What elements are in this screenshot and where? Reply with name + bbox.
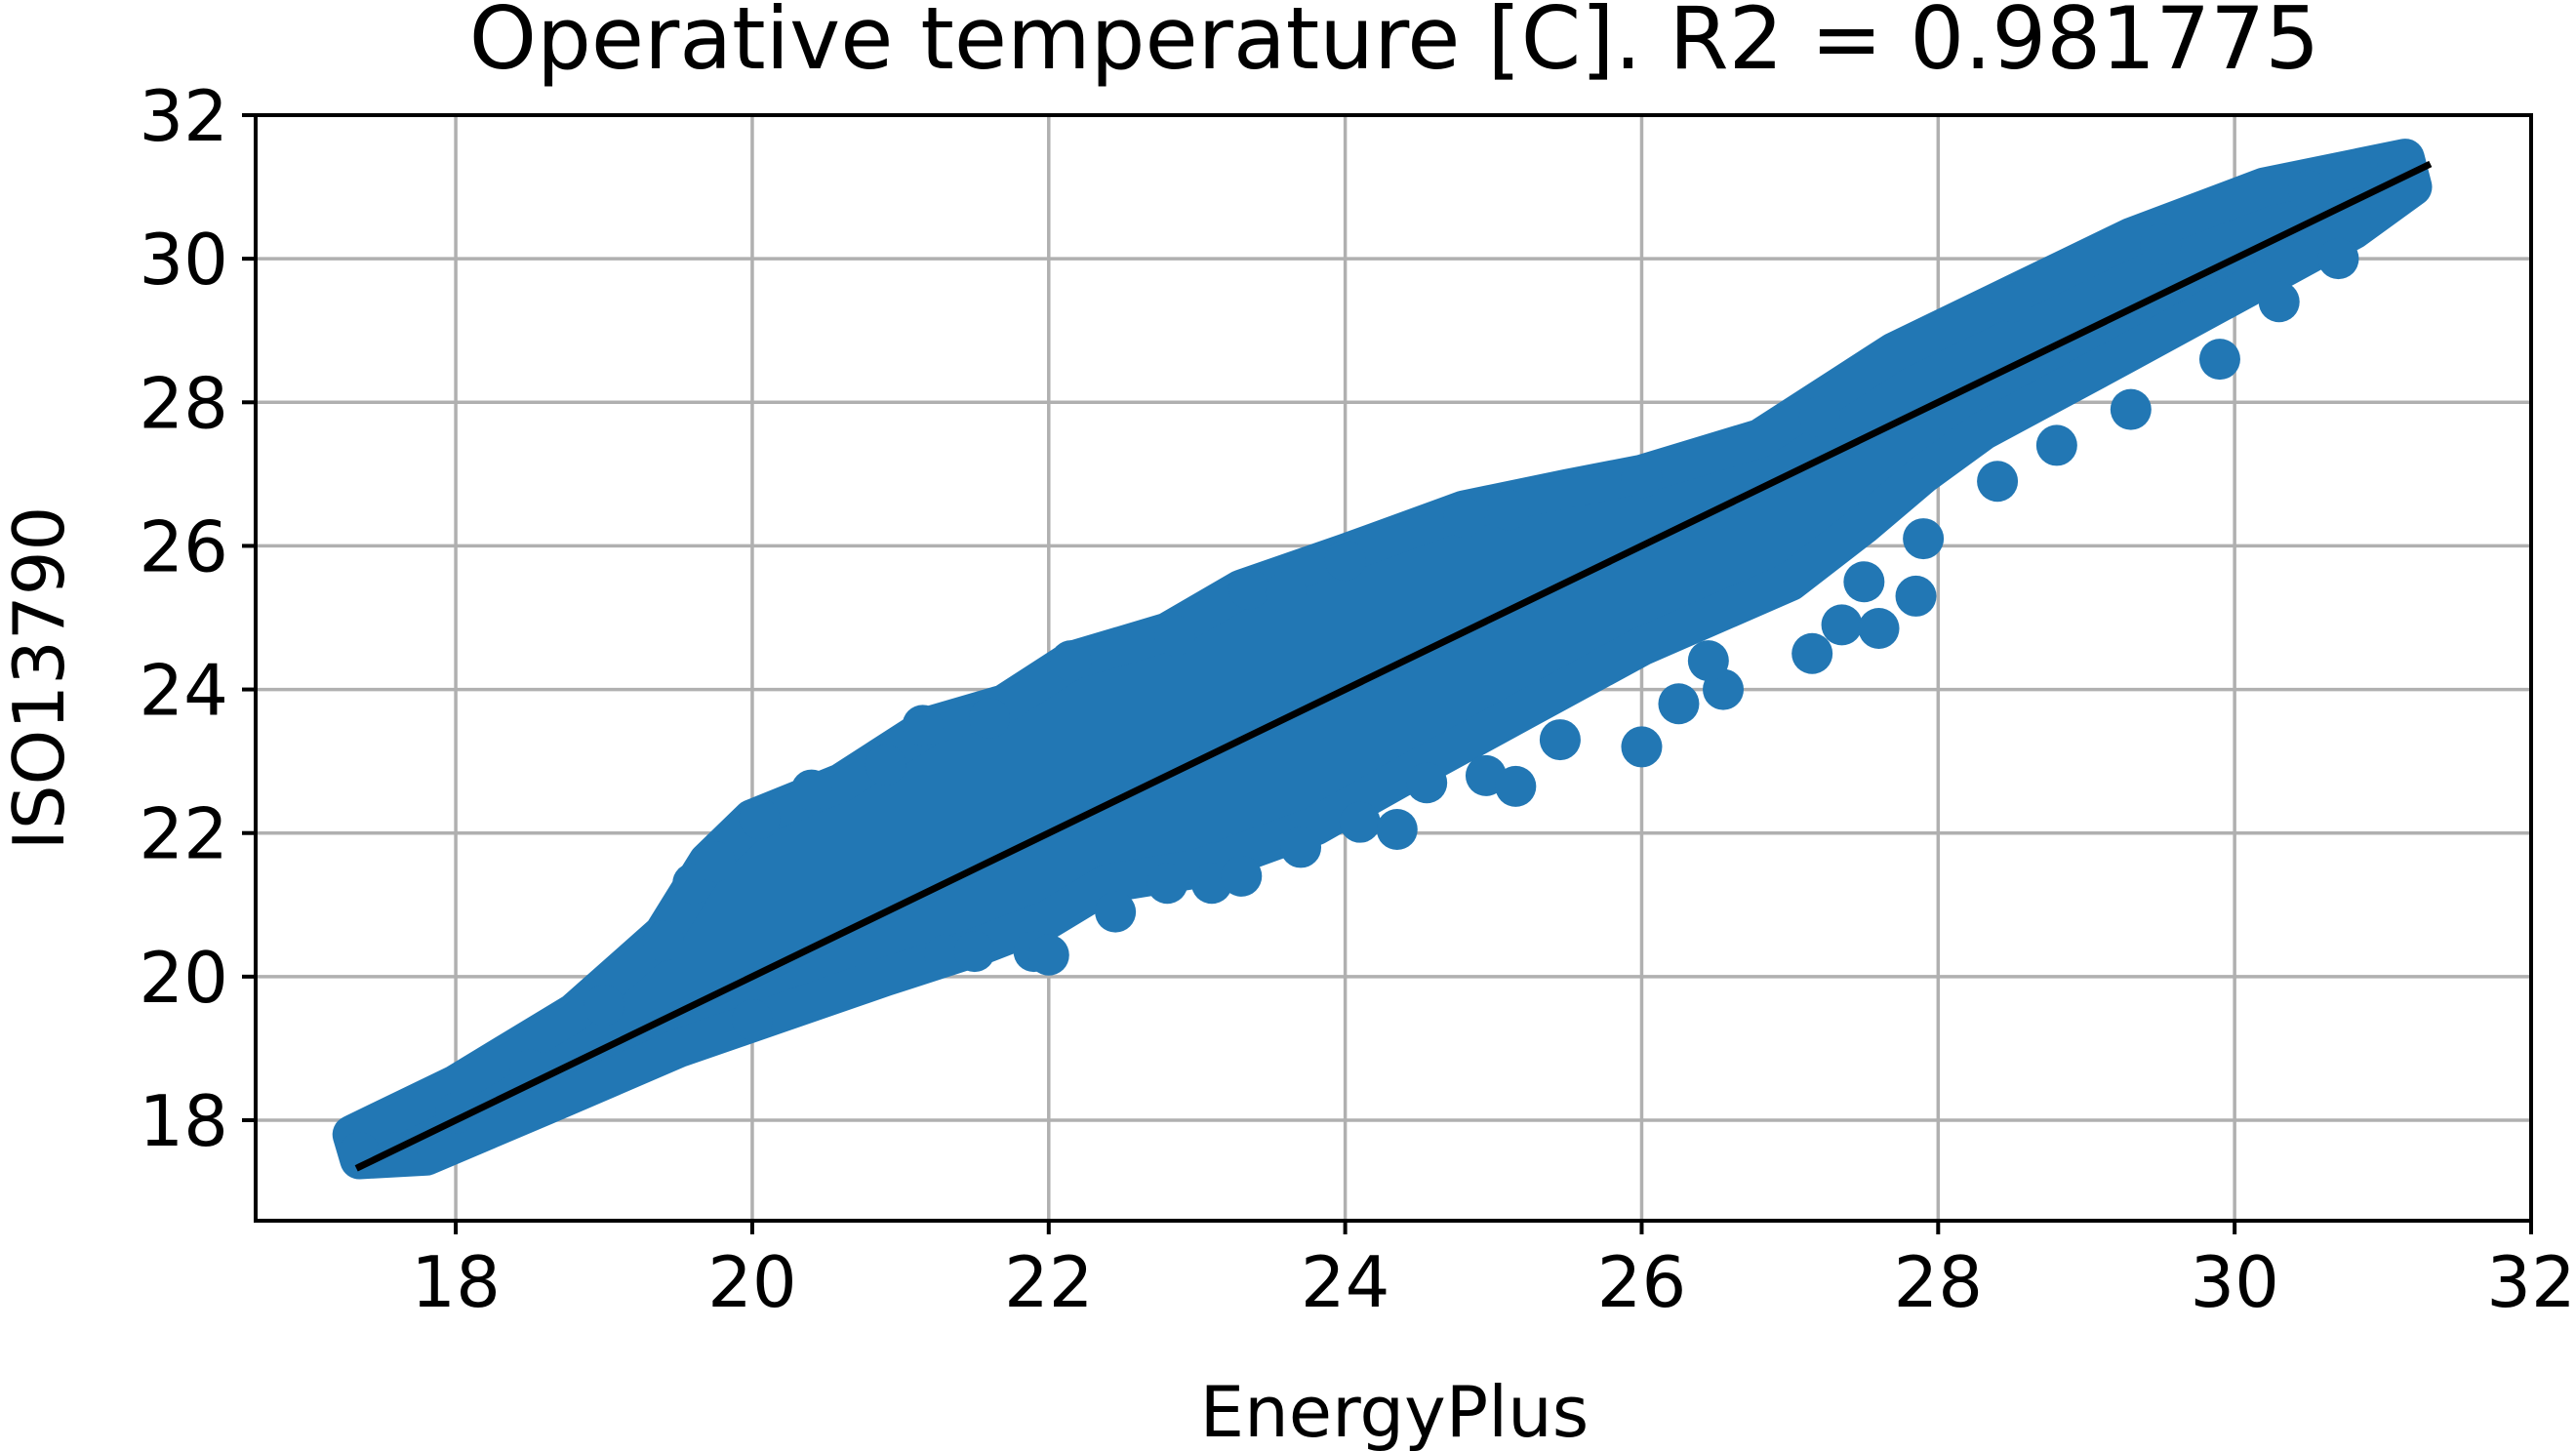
y-tick-label: 24: [139, 650, 228, 732]
scatter-point: [1858, 608, 1900, 650]
scatter-point: [731, 999, 773, 1040]
scatter-point: [1687, 640, 1729, 682]
x-tick-label: 20: [707, 1241, 797, 1323]
scatter-point: [2258, 281, 2300, 323]
scatter-point: [642, 920, 684, 962]
x-tick-label: 30: [2190, 1241, 2279, 1323]
y-tick-label: 18: [139, 1080, 228, 1162]
scatter-point-cloud: [332, 139, 2433, 1180]
scatter-point: [1487, 489, 1529, 531]
scatter-point: [2035, 424, 2077, 466]
x-tick-label: 32: [2486, 1241, 2576, 1323]
scatter-point: [1147, 863, 1188, 905]
scatter-point: [953, 931, 995, 973]
scatter-point: [1027, 934, 1069, 976]
scatter-point: [1050, 640, 1092, 682]
scatter-point: [1228, 568, 1269, 610]
fit-line: [354, 160, 2433, 1172]
x-tick-label: 24: [1301, 1241, 1390, 1323]
scatter-point: [584, 985, 625, 1027]
y-axis-label: ISO13790: [0, 506, 80, 851]
scatter-point: [1621, 457, 1663, 499]
scatter-point: [2198, 339, 2240, 381]
scatter-point: [1280, 826, 1322, 868]
scatter-point: [1658, 683, 1700, 725]
x-axis-label: EnergyPlus: [1200, 1371, 1590, 1451]
scatter-point: [1376, 809, 1418, 851]
y-tick-label: 20: [139, 937, 228, 1019]
y-tick-label: 28: [139, 362, 228, 444]
x-tick-label: 28: [1894, 1241, 1984, 1323]
axis-ticks: 18 20 22 24 26 28 30 32 18 20 22 24 26 28 30 32: [139, 75, 2575, 1323]
scatter-point: [739, 798, 781, 839]
scatter-point: [1324, 540, 1366, 582]
scatter-point: [969, 698, 1011, 739]
scatter-point: [1821, 604, 1863, 646]
scatter-point: [924, 934, 966, 976]
y-tick-label: 22: [139, 793, 228, 875]
scatter-point: [1903, 518, 1945, 560]
y-tick-label: 32: [139, 75, 228, 157]
scatter-point: [1153, 615, 1195, 657]
scatter-point: [1221, 855, 1263, 897]
x-tick-label: 22: [1004, 1241, 1094, 1323]
scatter-point: [2140, 223, 2182, 265]
scatter-point: [1621, 726, 1663, 768]
y-tick-label: 30: [139, 219, 228, 301]
scatter-point: [1895, 575, 1937, 617]
scatter-point: [1495, 765, 1537, 807]
scatter-point: [2317, 238, 2359, 280]
scatter-point: [1339, 801, 1381, 843]
x-tick-label: 26: [1597, 1241, 1687, 1323]
scatter-point: [2110, 388, 2152, 430]
scatter-point: [1992, 281, 2033, 323]
scatter-point: [1977, 461, 2019, 503]
scatter-point: [1539, 719, 1581, 761]
scatter-point: [2288, 170, 2330, 212]
scatter-point: [694, 841, 736, 883]
scatter-point: [790, 769, 832, 811]
scatter-point: [1443, 497, 1485, 538]
chart-title: Operative temperature [C]. R2 = 0.981775: [469, 0, 2319, 89]
x-tick-label: 18: [411, 1241, 501, 1323]
fit-line-layer: [354, 160, 2433, 1172]
scatter-point: [1798, 396, 1840, 437]
scatter-point: [1843, 561, 1885, 603]
scatter-point: [1265, 572, 1307, 614]
scatter-point: [865, 744, 906, 786]
plot-frame: [254, 113, 2533, 1223]
scatter-point: [1095, 891, 1137, 933]
scatter-point: [1406, 762, 1448, 804]
scatter-point: [902, 705, 944, 746]
scatter-point: [1791, 632, 1833, 674]
y-tick-label: 26: [139, 505, 228, 587]
